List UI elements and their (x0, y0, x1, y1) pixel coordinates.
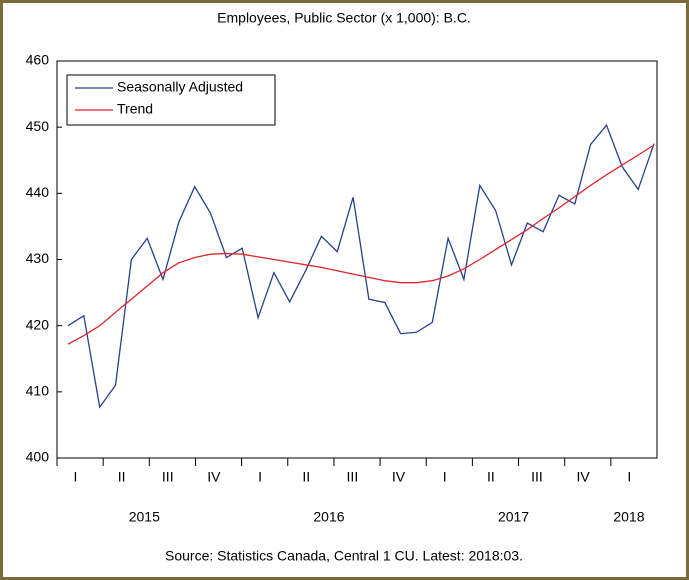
x-tick-label: II (118, 469, 126, 485)
y-tick-label: 420 (26, 316, 50, 332)
year-label: 2017 (498, 509, 529, 525)
x-tick-label: III (531, 469, 543, 485)
x-tick-label: IV (207, 469, 221, 485)
x-tick-label: III (347, 469, 359, 485)
series-line (67, 144, 655, 345)
y-tick-label: 460 (26, 52, 50, 68)
legend-label: Trend (117, 101, 153, 117)
y-tick-label: 400 (26, 449, 50, 465)
year-label: 2018 (613, 509, 644, 525)
legend-box (66, 74, 276, 126)
x-tick-label: IV (392, 469, 406, 485)
y-tick-label: 440 (26, 184, 50, 200)
year-label: 2016 (313, 509, 344, 525)
x-tick-label: I (627, 469, 631, 485)
x-tick-label: IV (577, 469, 591, 485)
x-tick-label: I (443, 469, 447, 485)
x-tick-label: I (258, 469, 262, 485)
y-tick-label: 410 (26, 383, 50, 399)
y-tick-label: 430 (26, 250, 50, 266)
series-line (67, 123, 655, 409)
y-tick-label: 450 (26, 118, 50, 134)
source-note: Source: Statistics Canada, Central 1 CU.… (165, 548, 523, 564)
chart-title: Employees, Public Sector (x 1,000): B.C. (217, 10, 471, 26)
x-tick-label: II (487, 469, 495, 485)
x-tick-label: I (74, 469, 78, 485)
legend-label: Seasonally Adjusted (117, 79, 243, 95)
x-tick-label: II (302, 469, 310, 485)
year-label: 2015 (129, 509, 160, 525)
x-tick-label: III (162, 469, 174, 485)
